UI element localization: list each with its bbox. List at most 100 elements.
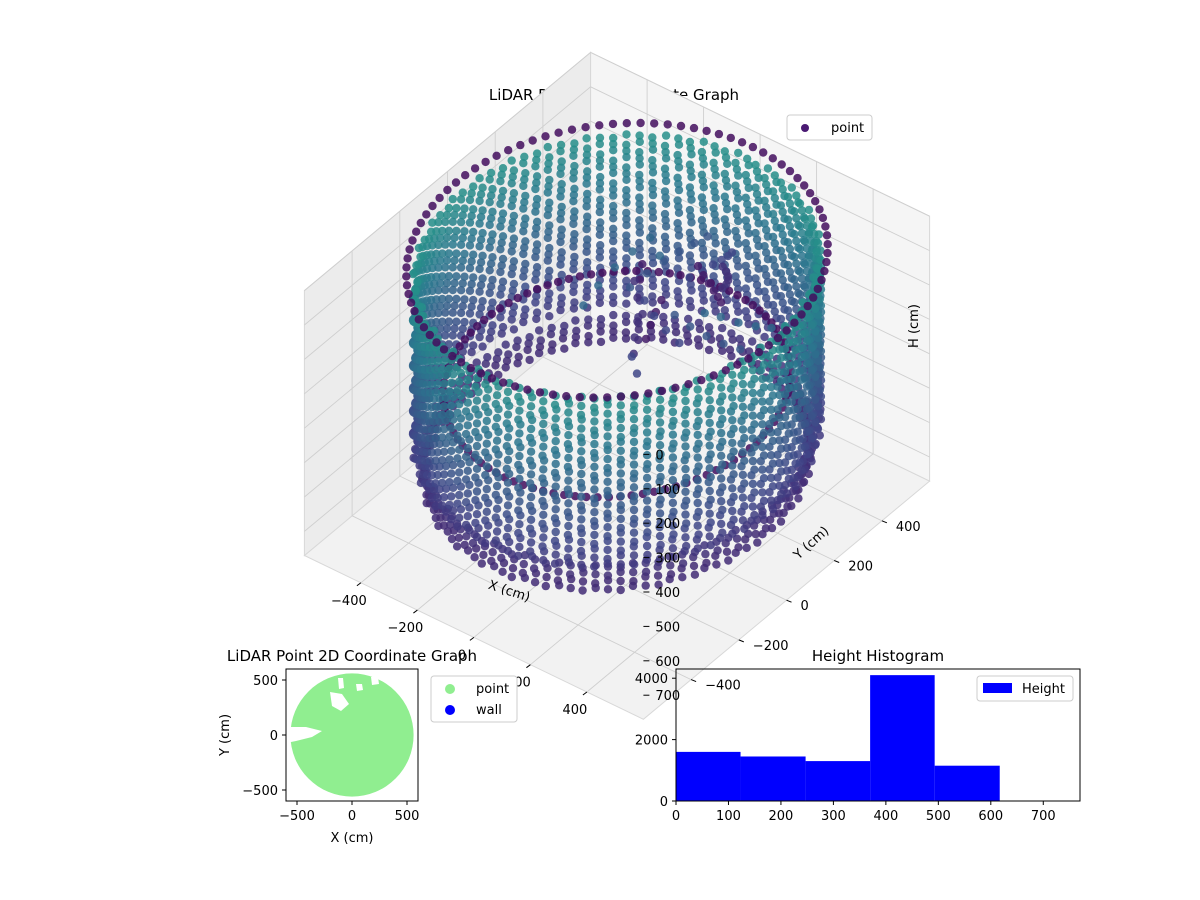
point-marker (759, 428, 769, 437)
point-marker (436, 233, 445, 243)
point-marker (518, 568, 527, 578)
point-marker (569, 151, 578, 160)
point-marker (523, 289, 532, 298)
point-marker (551, 459, 560, 469)
point-marker (524, 339, 533, 348)
point-marker (642, 451, 652, 460)
point-marker (515, 406, 524, 415)
point-marker (648, 190, 658, 200)
point-marker (727, 248, 737, 257)
point-marker (734, 171, 743, 180)
chart-2d-legend-label-point: point (476, 682, 509, 697)
chart-2d-gap-top-3 (371, 677, 379, 685)
point-marker (481, 493, 490, 502)
point-marker (471, 450, 480, 459)
point-marker (520, 198, 529, 207)
point-marker (689, 561, 699, 571)
x-tick-label: 0 (348, 809, 356, 824)
point-marker (570, 230, 579, 239)
point-marker (622, 119, 631, 128)
point-marker (444, 249, 454, 258)
point-marker (596, 327, 605, 336)
point-marker (700, 308, 709, 318)
point-marker (694, 394, 703, 403)
point-marker (687, 195, 696, 204)
point-marker (720, 306, 729, 315)
point-marker (702, 126, 711, 136)
point-marker (685, 251, 695, 260)
point-marker (448, 194, 457, 204)
point-marker (452, 204, 461, 213)
point-marker (648, 145, 658, 154)
point-marker (469, 295, 478, 305)
point-marker (760, 242, 769, 251)
point-marker (475, 287, 484, 296)
y-tick-mark (834, 560, 840, 563)
point-marker (752, 190, 762, 199)
point-marker (767, 523, 777, 533)
point-marker (452, 272, 461, 281)
point-marker (471, 382, 480, 391)
point-marker (452, 249, 461, 258)
point-marker (773, 450, 782, 459)
point-marker (697, 238, 707, 248)
point-marker (708, 260, 718, 269)
point-marker (444, 203, 454, 213)
point-marker (504, 146, 513, 155)
point-marker (441, 331, 450, 340)
point-marker (551, 527, 560, 537)
point-marker (504, 350, 513, 359)
point-marker (731, 226, 740, 236)
point-marker (783, 306, 793, 315)
point-marker (590, 462, 599, 471)
point-marker (559, 328, 568, 337)
point-marker (661, 216, 670, 225)
point-marker (569, 265, 578, 274)
point-marker (514, 528, 523, 538)
point-marker (562, 392, 571, 401)
point-marker (770, 171, 779, 180)
point-marker (762, 180, 771, 189)
point-marker (643, 528, 652, 537)
point-marker (563, 485, 573, 494)
point-marker (478, 342, 487, 351)
point-marker (476, 303, 486, 312)
point-marker (609, 333, 618, 342)
point-marker (784, 474, 793, 484)
x-tick-mark (413, 609, 418, 614)
point-marker (519, 204, 528, 213)
y-tick-label: 0 (660, 795, 668, 810)
point-marker (556, 163, 566, 172)
point-marker (485, 266, 494, 275)
point-marker (687, 150, 696, 159)
point-marker (657, 295, 666, 305)
point-marker (810, 304, 820, 314)
point-marker (460, 272, 469, 281)
point-marker (797, 398, 806, 407)
point-marker (478, 206, 487, 215)
point-marker (458, 233, 467, 243)
point-marker (709, 204, 718, 213)
point-marker (767, 382, 776, 392)
point-marker (777, 444, 786, 453)
point-marker (625, 283, 635, 292)
point-marker (768, 436, 778, 446)
point-marker (591, 570, 600, 579)
point-marker (706, 404, 715, 414)
point-marker (539, 533, 548, 542)
point-marker (476, 190, 486, 199)
point-marker (743, 245, 752, 254)
point-marker (468, 538, 478, 548)
point-marker (503, 478, 513, 487)
point-marker (595, 185, 604, 194)
point-marker (797, 229, 807, 238)
point-marker (732, 255, 742, 265)
x-tick-mark (526, 664, 531, 669)
point-marker (738, 448, 748, 457)
point-marker (595, 247, 605, 256)
point-marker (731, 181, 740, 190)
point-marker (539, 442, 548, 451)
z-tick-label: 100 (655, 483, 680, 498)
point-marker (438, 365, 447, 374)
point-marker (432, 338, 441, 347)
